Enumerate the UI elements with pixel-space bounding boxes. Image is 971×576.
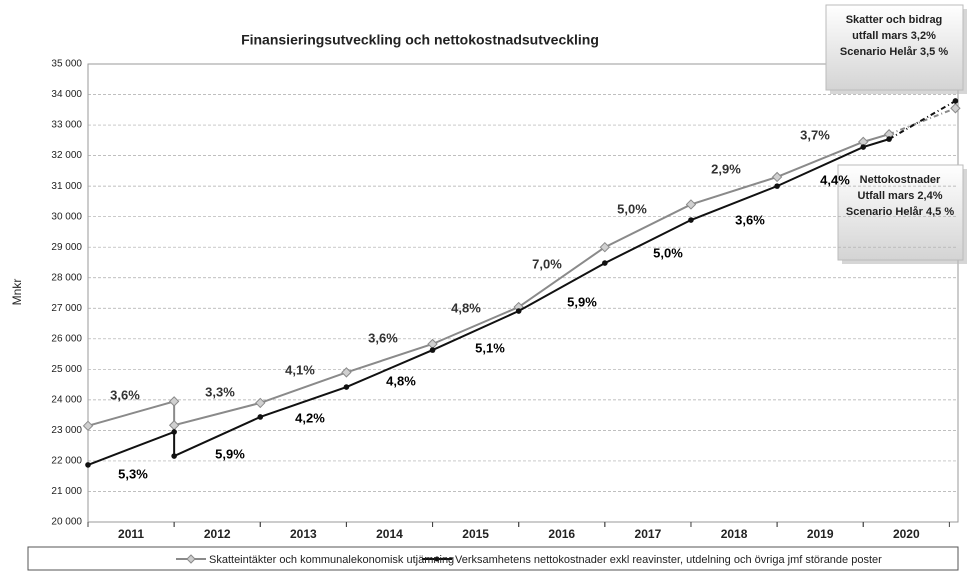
y-tick-label: 22 000 (51, 456, 82, 467)
x-tick-label: 2019 (807, 527, 834, 541)
legend-swatch (434, 556, 440, 562)
growth-label: 2,9% (711, 161, 741, 176)
marker (771, 171, 783, 183)
line-dashed (888, 100, 956, 140)
y-tick-label: 24 000 (51, 395, 82, 406)
annotation-box: Skatter och bidrag utfall mars 3,2% Scenar… (825, 4, 967, 94)
annotation-text: utfall mars 3,2% (852, 30, 936, 42)
marker (82, 420, 94, 432)
marker (171, 453, 177, 459)
x-tick-label: 2011 (118, 527, 144, 541)
marker (85, 462, 91, 468)
growth-label: 7,0% (532, 256, 562, 271)
growth-label: 4,8% (386, 373, 416, 388)
x-tick-label: 2018 (721, 527, 748, 541)
marker (515, 308, 522, 314)
marker (860, 144, 867, 150)
legend-label: Skatteintäkter och kommunalekonomisk utj… (209, 554, 454, 566)
growth-label: 4,4% (820, 172, 850, 187)
marker (257, 414, 264, 420)
marker (171, 429, 177, 435)
y-tick-label: 33 000 (51, 120, 82, 131)
growth-label: 5,9% (567, 294, 597, 309)
y-tick-label: 21 000 (51, 486, 82, 497)
x-tick-label: 2012 (204, 527, 231, 541)
marker (255, 397, 266, 409)
marker (343, 384, 350, 390)
growth-label: 5,0% (653, 245, 683, 260)
marker (599, 241, 611, 253)
growth-label: 3,3% (205, 384, 235, 399)
x-tick-label: 2014 (376, 527, 403, 541)
annotation-text: Scenario Helår 3,5 % (840, 46, 948, 58)
y-tick-label: 23 000 (51, 425, 82, 436)
line-dashed (888, 107, 956, 136)
growth-label: 3,6% (110, 387, 140, 402)
chart-title: Finansieringsutveckling och nettokostnad… (241, 32, 599, 48)
annotation-box: Nettokostnader Utfall mars 2,4% Scenario H… (837, 164, 967, 264)
marker (685, 199, 697, 210)
marker (168, 396, 180, 407)
x-tick-label: 2015 (462, 527, 489, 541)
line (87, 138, 890, 466)
growth-label: 3,7% (800, 127, 830, 142)
annotation-text: Nettokostnader (860, 174, 941, 186)
x-tick-label: 2017 (635, 527, 662, 541)
y-tick-label: 20 000 (51, 517, 82, 528)
y-tick-label: 34 000 (51, 89, 82, 100)
y-tick-label: 26 000 (51, 333, 82, 344)
legend (27, 546, 959, 571)
x-tick-label: 2013 (290, 527, 317, 541)
marker (341, 367, 352, 378)
growth-label: 5,1% (475, 340, 505, 355)
growth-label: 4,2% (295, 410, 325, 425)
line (87, 133, 890, 427)
growth-label: 4,8% (451, 300, 481, 315)
plot-area (87, 63, 959, 523)
annotation-text: Utfall mars 2,4% (858, 190, 943, 202)
x-tick-label: 2020 (893, 527, 920, 541)
marker (168, 420, 180, 431)
annotation-text: Scenario Helår 4,5 % (846, 206, 954, 218)
marker (427, 338, 438, 350)
marker (429, 347, 436, 353)
growth-label: 5,9% (215, 446, 245, 461)
y-axis-label: Mnkr (10, 279, 24, 306)
growth-label: 3,6% (735, 212, 765, 227)
y-tick-label: 35 000 (51, 59, 82, 70)
growth-label: 5,0% (617, 201, 647, 216)
x-tick-label: 2016 (548, 527, 575, 541)
marker (602, 260, 608, 266)
marker (886, 136, 892, 142)
growth-label: 5,3% (118, 466, 148, 481)
growth-label: 3,6% (368, 330, 398, 345)
y-tick-label: 27 000 (51, 303, 82, 314)
marker (774, 183, 780, 189)
y-tick-label: 25 000 (51, 364, 82, 375)
legend-swatch (186, 554, 196, 564)
growth-label: 4,1% (285, 362, 315, 377)
y-tick-label: 29 000 (51, 242, 82, 253)
marker (950, 103, 961, 114)
y-tick-label: 31 000 (51, 181, 82, 192)
marker (688, 217, 694, 223)
legend-label: Verksamhetens nettokostnader exkl reavin… (455, 554, 882, 566)
marker (952, 98, 959, 104)
y-tick-label: 32 000 (51, 150, 82, 161)
y-tick-label: 28 000 (51, 272, 82, 283)
y-tick-label: 30 000 (51, 211, 82, 222)
annotation-text: Skatter och bidrag (846, 14, 943, 26)
